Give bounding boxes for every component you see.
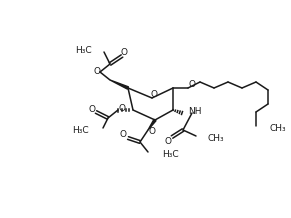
Text: O: O	[120, 48, 127, 56]
Text: O: O	[88, 104, 95, 114]
Polygon shape	[148, 119, 156, 130]
Text: CH₃: CH₃	[270, 124, 287, 133]
Text: H₃C: H₃C	[75, 46, 92, 54]
Text: O: O	[120, 129, 127, 138]
Text: O: O	[150, 90, 157, 99]
Text: O: O	[93, 66, 100, 75]
Text: O: O	[164, 136, 171, 145]
Text: H₃C: H₃C	[162, 150, 179, 158]
Text: NH: NH	[188, 107, 201, 116]
Polygon shape	[110, 80, 129, 89]
Text: H₃C: H₃C	[72, 126, 89, 135]
Text: O: O	[118, 104, 125, 112]
Text: O: O	[189, 80, 196, 89]
Text: O: O	[148, 126, 155, 136]
Text: CH₃: CH₃	[208, 133, 225, 143]
